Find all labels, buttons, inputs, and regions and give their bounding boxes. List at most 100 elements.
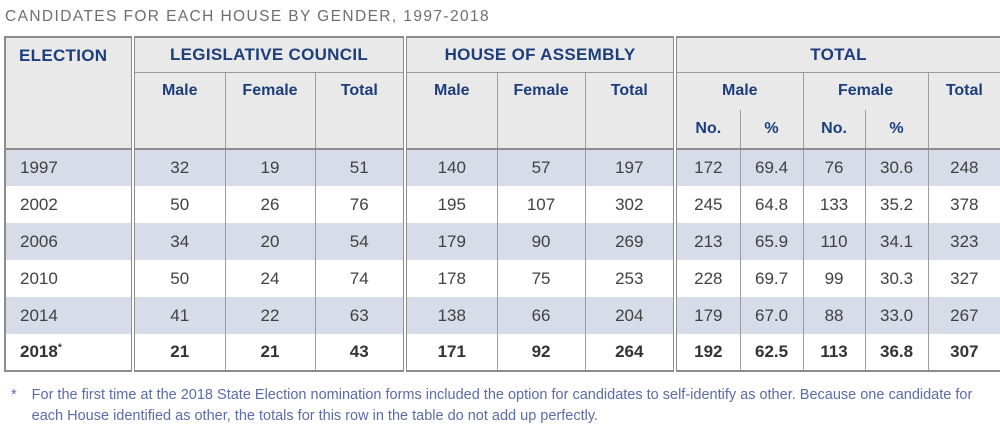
header-ha-total: Total: [584, 72, 676, 149]
year-label: 2006: [20, 231, 58, 251]
data-cell: 204: [584, 297, 676, 334]
header-ha-male: Male: [403, 72, 498, 149]
year-label: 1997: [20, 158, 58, 177]
data-cell: 63: [314, 297, 406, 334]
data-cell: 179: [403, 223, 498, 260]
header-sub-row: Male Female Total Male Female Total Male…: [5, 72, 1000, 149]
data-cell: 34.1: [864, 223, 929, 260]
data-cell: 264: [584, 334, 676, 371]
data-cell: 69.4: [739, 149, 804, 186]
data-cell: 20: [224, 223, 315, 260]
header-election: ELECTION: [5, 37, 133, 149]
header-lc-male: Male: [131, 72, 225, 149]
header-total-male-no: No.: [673, 110, 741, 149]
table-row-2010: 2010 50 24 74 178 75 253 228 69.7 99 30.…: [5, 260, 1000, 297]
data-cell: 21: [224, 334, 315, 371]
year-note: *: [57, 342, 62, 354]
data-cell: 245: [673, 186, 741, 223]
year-cell: 1997: [5, 149, 133, 186]
year-cell: 2002: [5, 186, 133, 223]
data-cell: 269: [584, 223, 676, 260]
data-cell: 197: [584, 149, 676, 186]
data-cell: 33.0: [864, 297, 929, 334]
data-cell: 172: [673, 149, 741, 186]
table-row-2014: 2014 41 22 63 138 66 204 179 67.0 88 33.…: [5, 297, 1000, 334]
data-cell: 248: [927, 149, 1000, 186]
header-group-total: TOTAL: [673, 37, 1000, 73]
header-group-house-of-assembly: HOUSE OF ASSEMBLY: [403, 37, 676, 73]
header-group-legislative-council: LEGISLATIVE COUNCIL: [130, 37, 406, 73]
header-lc-female: Female: [224, 72, 315, 149]
data-cell: 36.8: [864, 334, 929, 371]
data-cell: 43: [314, 334, 406, 371]
year-label: 2014: [20, 305, 58, 325]
data-cell: 192: [673, 334, 741, 371]
data-cell: 30.3: [864, 260, 929, 297]
data-cell: 378: [927, 186, 1000, 223]
data-cell: 99: [802, 260, 866, 297]
data-cell: 19: [224, 149, 315, 186]
year-cell: 2014: [5, 297, 133, 334]
data-cell: 178: [403, 260, 498, 297]
data-cell: 54: [314, 223, 406, 260]
data-cell: 64.8: [739, 186, 804, 223]
data-cell: 195: [403, 186, 498, 223]
table-row-1997: 1997 32 19 51 140 57 197 172 69.4 76 30.…: [5, 149, 1000, 186]
data-cell: 179: [673, 297, 741, 334]
data-cell: 21: [131, 334, 225, 371]
table-body: 1997 32 19 51 140 57 197 172 69.4 76 30.…: [5, 149, 1000, 371]
data-cell: 327: [927, 260, 1000, 297]
year-label: 2018: [20, 342, 58, 361]
table-row-2018: 2018* 21 21 43 171 92 264 192 62.5 113 3…: [5, 334, 1000, 371]
footnote-text: For the first time at the 2018 State Ele…: [31, 387, 973, 425]
data-cell: 51: [314, 149, 406, 186]
data-cell: 67.0: [739, 297, 804, 334]
data-cell: 35.2: [864, 186, 929, 223]
data-cell: 76: [802, 149, 866, 186]
header-total-male-pct: %: [739, 110, 804, 149]
data-cell: 110: [802, 223, 866, 260]
data-cell: 113: [802, 334, 866, 371]
header-group-row: ELECTION LEGISLATIVE COUNCIL HOUSE OF AS…: [5, 37, 1000, 149]
data-cell: 50: [131, 260, 225, 297]
data-cell: 65.9: [739, 223, 804, 260]
data-cell: 228: [673, 260, 741, 297]
data-cell: 302: [584, 186, 676, 223]
data-cell: 74: [314, 260, 406, 297]
data-cell: 88: [802, 297, 866, 334]
data-cell: 307: [927, 334, 1000, 371]
table-row-2006: 2006 34 20 54 179 90 269 213 65.9 110 34…: [5, 223, 1000, 260]
data-cell: 323: [927, 223, 1000, 260]
data-cell: 22: [224, 297, 315, 334]
data-cell: 171: [403, 334, 498, 371]
header-total-female-no: No.: [802, 110, 866, 149]
header-total-female: Female: [802, 72, 929, 110]
year-label: 2002: [20, 194, 58, 214]
data-cell: 32: [131, 149, 225, 186]
data-cell: 267: [927, 297, 1000, 334]
data-cell: 41: [131, 297, 225, 334]
data-cell: 140: [403, 149, 498, 186]
data-cell: 213: [673, 223, 741, 260]
candidates-table: ELECTION LEGISLATIVE COUNCIL HOUSE OF AS…: [4, 36, 1000, 372]
header-total-total: Total: [927, 72, 1000, 149]
header-units-row: No. % No. %: [5, 110, 1000, 149]
data-cell: 138: [403, 297, 498, 334]
table-header: ELECTION LEGISLATIVE COUNCIL HOUSE OF AS…: [5, 37, 1000, 149]
data-cell: 30.6: [864, 149, 929, 186]
header-lc-total: Total: [314, 72, 406, 149]
data-cell: 133: [802, 186, 866, 223]
data-cell: 62.5: [739, 334, 804, 371]
year-cell: 2006: [5, 223, 133, 260]
data-cell: 69.7: [739, 260, 804, 297]
data-cell: 90: [496, 223, 586, 260]
year-cell: 2010: [5, 260, 133, 297]
header-total-female-pct: %: [864, 110, 929, 149]
data-cell: 253: [584, 260, 676, 297]
page-title: CANDIDATES FOR EACH HOUSE BY GENDER, 199…: [5, 8, 491, 25]
data-cell: 26: [224, 186, 315, 223]
data-cell: 57: [496, 149, 586, 186]
data-cell: 24: [224, 260, 315, 297]
header-total-male: Male: [673, 72, 804, 110]
data-cell: 76: [314, 186, 406, 223]
